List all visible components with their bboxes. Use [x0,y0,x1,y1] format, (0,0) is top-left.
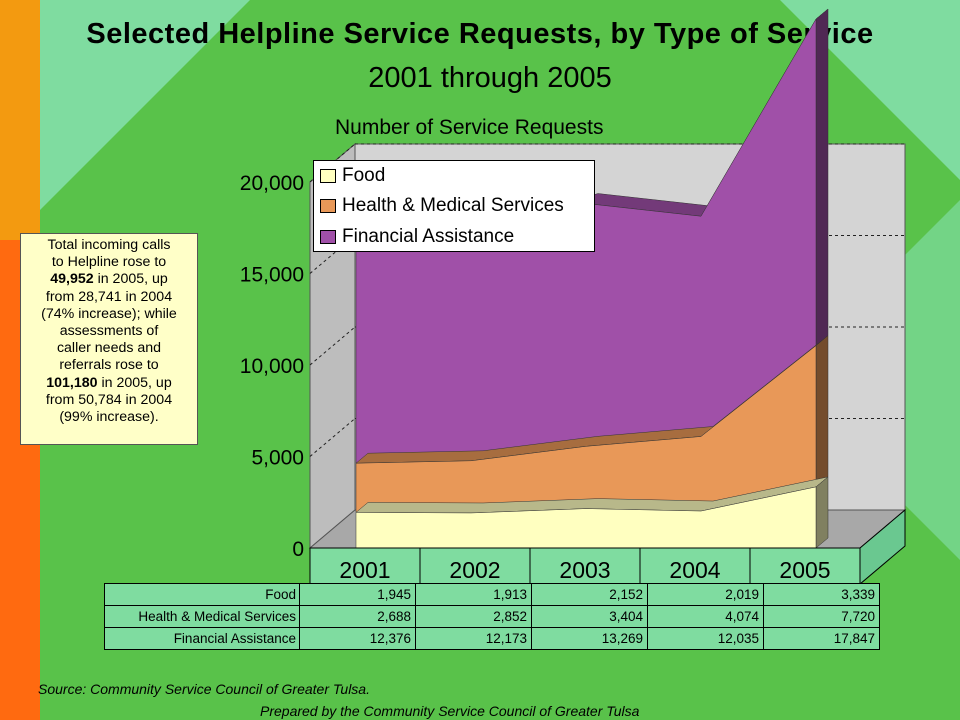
table-cell: 13,269 [531,627,648,650]
y-tick-label: 15,000 [240,264,304,287]
legend-swatch-health [320,199,336,213]
callout-line: 101,180 in 2005, up [46,374,172,391]
callout-line: referrals rose to [59,357,159,374]
callout-line: caller needs and [56,340,162,357]
table-cell: 1,945 [299,583,416,606]
callout-line: from 50,784 in 2004 [45,391,173,408]
table-row-label: Health & Medical Services [104,605,300,628]
y-tick-label: 20,000 [240,172,304,195]
x-tick-label: 2001 [339,557,390,583]
table-cell: 3,404 [531,605,648,628]
table-cell: 12,376 [299,627,416,650]
table-cell: 2,688 [299,605,416,628]
table-cell: 3,339 [763,583,880,606]
table-row-financial: Financial Assistance 12,376 12,173 13,26… [104,627,880,650]
x-tick-label: 2003 [559,557,610,583]
table-row-label: Financial Assistance [104,627,300,650]
chart-subtitle: 2001 through 2005 [368,62,612,94]
table-cell: 12,035 [647,627,764,650]
area-side-health [815,335,829,488]
table-cell: 7,720 [763,605,880,628]
legend-item-food: Food [320,163,385,189]
area-side-financial [815,8,829,347]
table-cell: 2,019 [647,583,764,606]
table-cell: 4,074 [647,605,764,628]
legend-item-health: Health & Medical Services [320,193,564,219]
legend: Food Health & Medical Services Financial… [313,160,595,252]
chart-title: Selected Helpline Service Requests, by T… [86,18,874,50]
callout-bold: 49,952 [50,271,94,288]
legend-swatch-food [320,169,336,183]
source-note: Source: Community Service Council of Gre… [38,681,370,697]
table-cell: 17,847 [763,627,880,650]
callout-line: 49,952 in 2005, up [50,271,168,288]
x-axis-band [309,547,861,585]
prepared-note: Prepared by the Community Service Counci… [260,703,640,719]
y-tick-label: 0 [292,538,304,561]
table-cell: 2,152 [531,583,648,606]
table-row-food: Food 1,945 1,913 2,152 2,019 3,339 [104,583,880,606]
legend-label-health: Health & Medical Services [342,195,564,216]
legend-label-food: Food [342,165,386,186]
table-row-label: Food [104,583,300,606]
gridline [309,418,356,457]
callout-line: (74% increase); while [41,305,177,322]
legend-swatch-financial [320,230,336,244]
table-cell: 1,913 [415,583,532,606]
callout-line: (99% increase). [59,409,159,426]
x-tick-label: 2002 [449,557,500,583]
x-tick-label: 2004 [669,557,720,583]
table-cell: 2,852 [415,605,532,628]
table-cell: 12,173 [415,627,532,650]
y-tick-label: 10,000 [240,355,304,378]
legend-label-financial: Financial Assistance [342,226,515,247]
x-axis-band-side [859,508,906,586]
callout-box: Total incoming calls to Helpline rose to… [20,233,198,445]
data-table: Food 1,945 1,913 2,152 2,019 3,339 Healt… [104,583,880,650]
callout-line: assessments of [59,323,159,340]
callout-line: to Helpline rose to [51,254,167,271]
table-row-health: Health & Medical Services 2,688 2,852 3,… [104,605,880,628]
gridline [309,326,356,366]
y-tick-label: 5,000 [251,447,304,470]
callout-line: Total incoming calls [47,237,171,253]
x-tick-label: 2005 [779,557,830,583]
gridline [309,143,356,183]
callout-bold: 101,180 [46,374,98,391]
y-axis-title: Number of Service Requests [335,116,604,139]
callout-line: from 28,741 in 2004 [45,288,173,305]
legend-item-financial: Financial Assistance [320,224,514,250]
area-side-food [815,476,829,549]
